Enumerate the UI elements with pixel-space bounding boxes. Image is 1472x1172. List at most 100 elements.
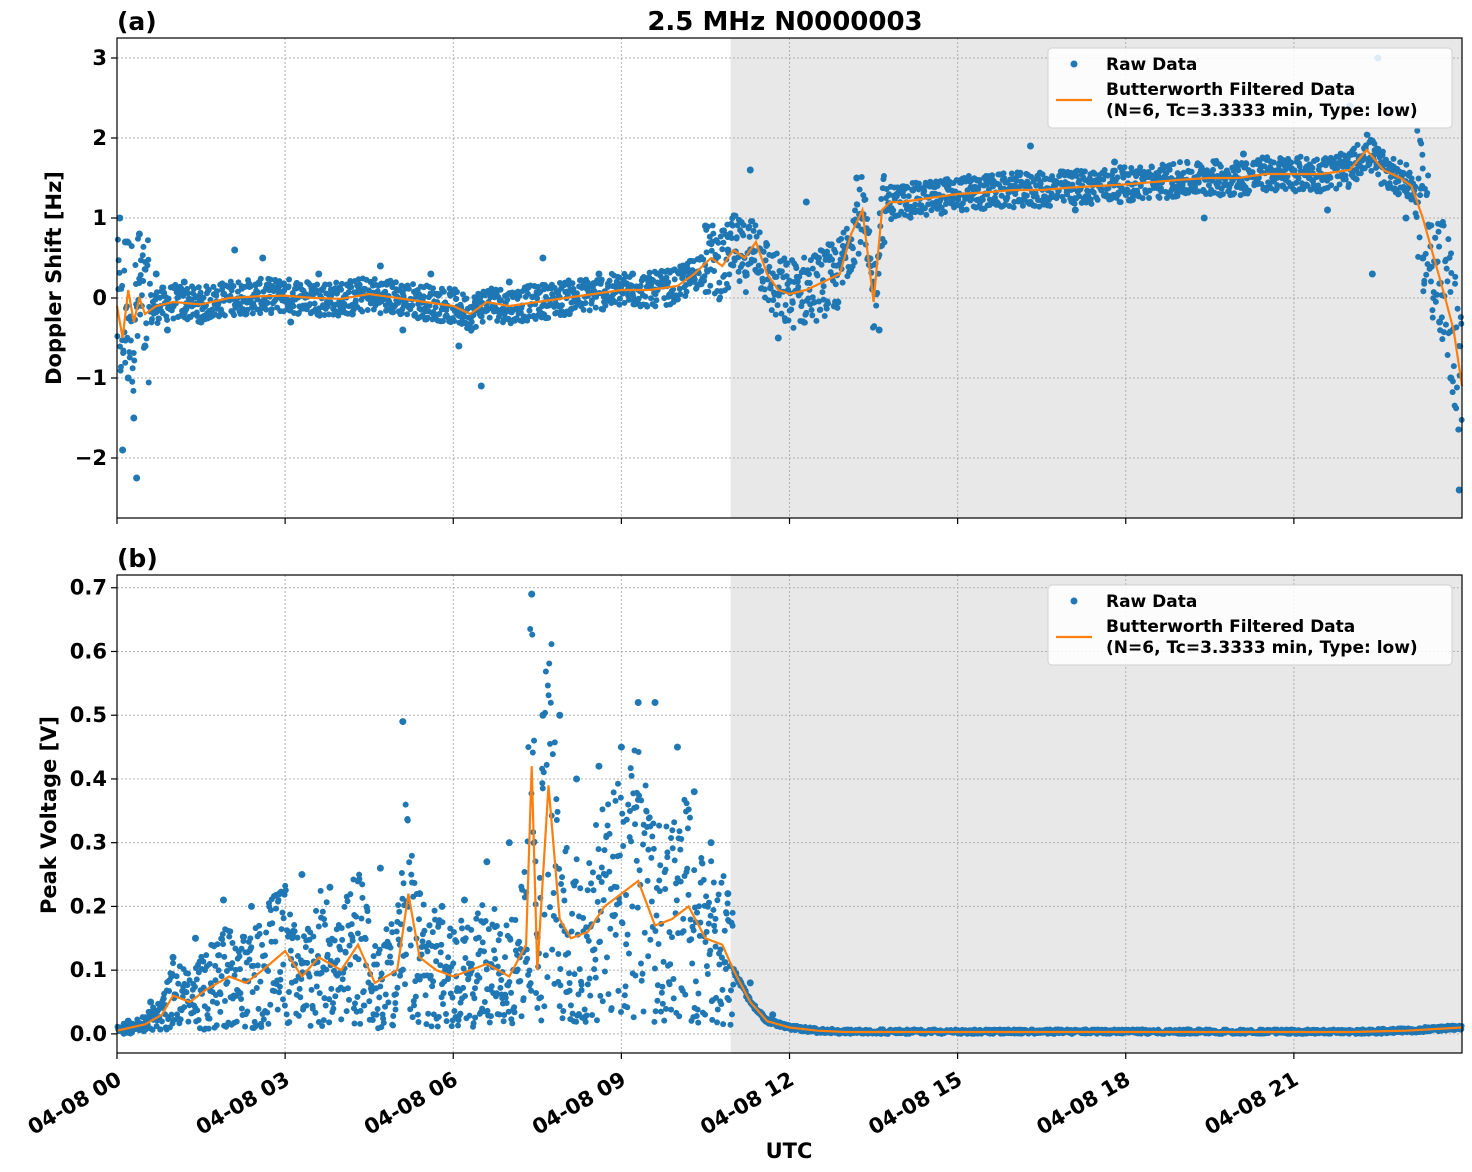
raw-point [1166,166,1173,173]
raw-point [222,997,229,1004]
raw-point [144,237,151,244]
raw-point [1174,192,1181,199]
raw-point [657,1008,664,1015]
raw-point [597,938,604,945]
raw-point [1170,160,1177,167]
raw-data-point [1239,150,1247,158]
raw-point [184,285,191,292]
raw-point [491,906,498,913]
raw-point [640,1008,647,1015]
raw-point [1359,157,1366,164]
raw-point [247,935,254,942]
raw-point [306,301,313,308]
raw-point [1274,182,1281,189]
raw-point [851,259,858,266]
raw-point [325,311,332,318]
raw-point [330,1000,337,1007]
raw-point [424,948,431,955]
raw-point [580,915,587,922]
raw-point [527,980,534,987]
raw-point [790,324,797,331]
raw-point [186,977,193,984]
raw-point [730,262,737,269]
raw-point [420,293,427,300]
raw-point [1004,194,1011,201]
raw-point [229,939,236,946]
raw-point [1291,167,1298,174]
raw-point [1235,167,1242,174]
raw-point [374,1005,381,1012]
raw-point [549,751,556,758]
raw-data-point [135,230,143,238]
raw-point [396,908,403,915]
raw-point [550,890,557,897]
raw-point [832,249,839,256]
raw-point [333,279,340,286]
raw-point [598,864,605,871]
raw-point [145,379,152,386]
raw-point [617,794,624,801]
raw-point [915,180,922,187]
raw-point [712,943,719,950]
raw-point [173,973,180,980]
raw-point [742,289,749,296]
raw-point [1432,234,1439,241]
raw-point [130,350,137,357]
raw-point [650,845,657,852]
raw-point [1449,389,1456,396]
raw-point [170,960,177,967]
raw-point [968,196,975,203]
y-tick-label-a: 2 [92,126,107,150]
raw-point [265,1020,272,1027]
raw-point [144,262,151,269]
raw-point [520,995,527,1002]
raw-point [175,293,182,300]
raw-point [752,222,759,229]
raw-point [354,930,361,937]
raw-point [1439,336,1446,343]
raw-point [256,922,263,929]
raw-point [219,931,226,938]
raw-point [195,1016,202,1023]
raw-point [148,316,155,323]
raw-point [392,279,399,286]
raw-point [545,314,552,321]
raw-point [633,857,640,864]
legend-label-raw: Raw Data [1106,55,1197,75]
raw-point [637,282,644,289]
raw-point [584,981,591,988]
raw-point [820,283,827,290]
raw-point [429,983,436,990]
raw-point [965,172,972,179]
raw-point [1421,277,1428,284]
raw-point [711,267,718,274]
raw-point [840,229,847,236]
raw-point [630,1014,637,1021]
raw-point [667,961,674,968]
raw-point [190,285,197,292]
raw-point [904,184,911,191]
raw-point [677,846,684,853]
raw-point [586,975,593,982]
raw-point [856,186,863,193]
raw-point [642,293,649,300]
raw-point [1111,167,1118,174]
raw-point [407,1006,414,1013]
raw-point [153,289,160,296]
raw-point [481,998,488,1005]
raw-point [659,983,666,990]
raw-point [782,301,789,308]
raw-point [1295,175,1302,182]
raw-point [736,278,743,285]
raw-point [246,956,253,963]
raw-point [539,780,546,787]
raw-point [215,967,222,974]
raw-point [703,893,710,900]
raw-data-point [701,222,709,230]
raw-point [212,977,219,984]
raw-point [412,310,419,317]
raw-point [616,852,623,859]
raw-point [677,291,684,298]
raw-point [117,363,124,370]
raw-point [1429,307,1436,314]
